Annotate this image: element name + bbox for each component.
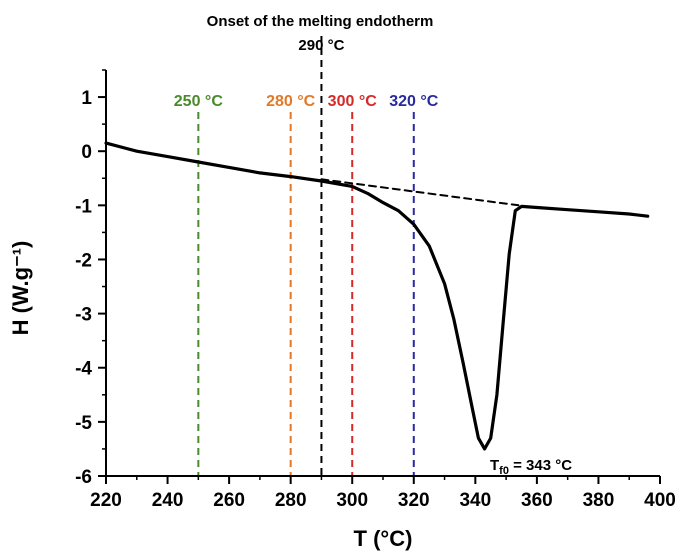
x-tick-label-380: 380 <box>583 490 615 511</box>
peak-annotation: Tf0 = 343 °C <box>490 457 572 477</box>
baseline-extrapolation <box>320 178 520 207</box>
plot-area: 220 240 260 280 300 320 340 360 380 400 1 0 -1 -2 -3 -4… <box>75 36 676 511</box>
heat-flow-curve <box>104 141 650 451</box>
x-tick-label-320: 320 <box>398 490 430 511</box>
y-tick-label-1: 1 <box>81 88 92 109</box>
x-tick-label-280: 280 <box>275 490 307 511</box>
peak-value: = 343 °C <box>509 457 572 474</box>
y-tick-label--1: -1 <box>75 196 92 217</box>
y-tick-label--6: -6 <box>75 467 92 488</box>
x-tick-label-260: 260 <box>213 490 245 511</box>
y-tick-label-0: 0 <box>81 142 92 163</box>
marker-label-280: 280 °C <box>266 93 316 110</box>
x-tick-label-220: 220 <box>90 490 122 511</box>
x-tick-label-300: 300 <box>336 490 368 511</box>
marker-label-290: 290 °C <box>298 37 344 54</box>
marker-label-320: 320 °C <box>389 93 439 110</box>
data-series <box>104 141 650 451</box>
x-tick-label-400: 400 <box>644 490 676 511</box>
x-tick-label-340: 340 <box>459 490 491 511</box>
vertical-marker-labels: 250 °C 280 °C 290 °C 300 °C 320 °C <box>174 37 439 110</box>
onset-annotation: Onset of the melting endotherm <box>207 13 434 30</box>
marker-label-300: 300 °C <box>328 93 378 110</box>
x-axis-title: T (°C) <box>354 526 413 551</box>
x-tick-label-240: 240 <box>152 490 184 511</box>
peak-symbol: T <box>490 457 499 474</box>
y-tick-label--5: -5 <box>75 413 92 434</box>
tick-labels: 220 240 260 280 300 320 340 360 380 400 1 0 -1 -2 -3 -4… <box>75 88 676 511</box>
marker-label-250: 250 °C <box>174 93 224 110</box>
y-tick-label--3: -3 <box>75 305 92 326</box>
y-axis-title: H (W.g⁻¹) <box>8 241 33 336</box>
y-tick-label--2: -2 <box>75 250 92 271</box>
vertical-markers <box>197 36 415 476</box>
y-tick-label--4: -4 <box>75 359 92 380</box>
peak-subscript: f0 <box>499 465 509 477</box>
x-tick-label-360: 360 <box>521 490 553 511</box>
axes <box>98 69 661 484</box>
